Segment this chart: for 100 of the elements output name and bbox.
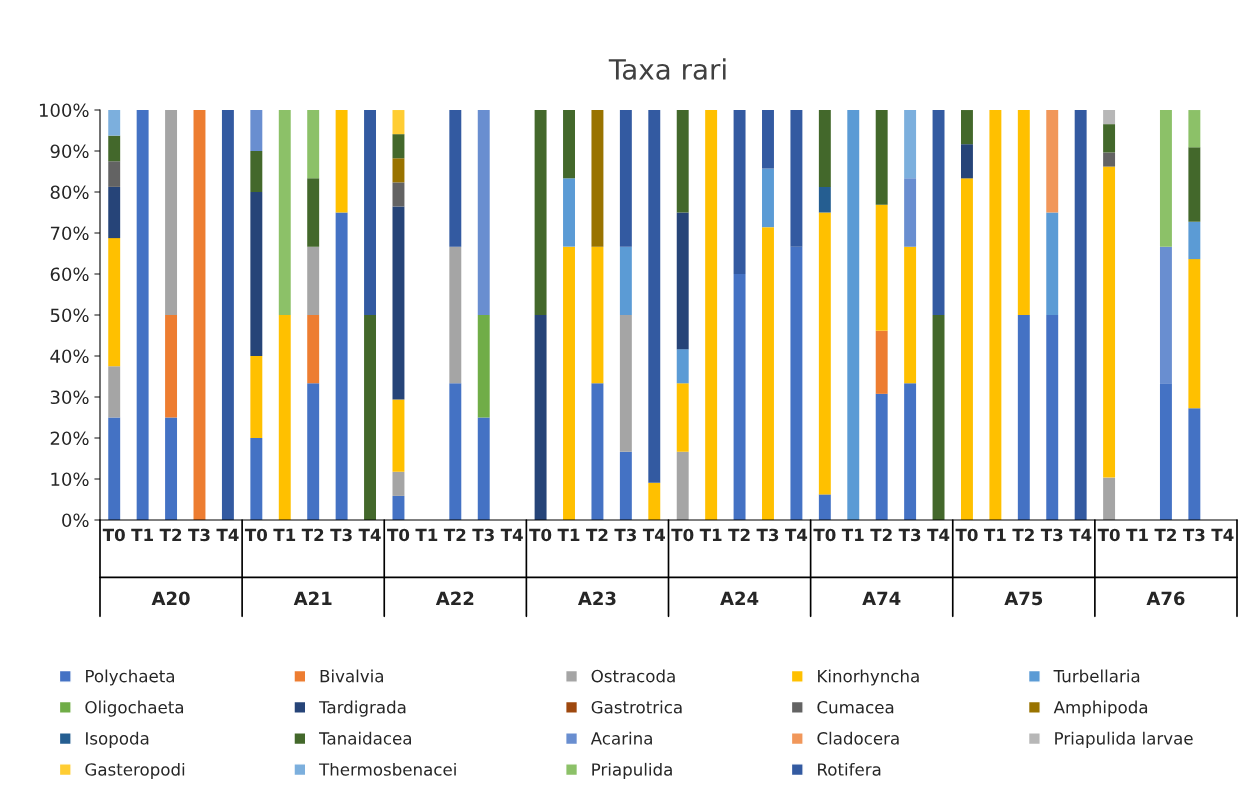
legend-label: Amphipoda (1053, 700, 1148, 717)
bar (563, 178, 575, 247)
bar (1188, 259, 1201, 409)
bar (364, 110, 377, 315)
y-tick-label: 70% (50, 226, 89, 241)
x-tick-label: T3 (188, 528, 210, 542)
x-tick-label: T2 (1154, 528, 1176, 541)
bar (108, 186, 121, 239)
bar (108, 110, 121, 136)
bar (108, 161, 121, 187)
legend-label: Oligochaeta (85, 700, 184, 717)
x-tick-label: T1 (841, 528, 864, 541)
legend-label: Ostracoda (591, 669, 675, 683)
bar (250, 356, 263, 438)
x-tick-label: T1 (1126, 528, 1148, 541)
bar (1159, 383, 1172, 520)
bar (1103, 152, 1116, 167)
bar (250, 192, 263, 356)
bar (221, 110, 234, 520)
y-tick-label: 40% (50, 349, 89, 364)
bar (904, 383, 917, 520)
bar (392, 158, 405, 183)
bar (790, 246, 803, 520)
legend-label: Turbellaria (1053, 669, 1140, 683)
bar (904, 178, 917, 247)
bar (676, 383, 689, 452)
x-tick-label: T2 (870, 528, 892, 541)
bar (392, 399, 405, 472)
bar (1103, 124, 1116, 153)
bar (307, 110, 320, 179)
bar (165, 417, 178, 520)
bar (108, 417, 121, 520)
bar (619, 246, 632, 315)
x-tick-label: T2 (159, 528, 182, 541)
bar (392, 206, 405, 400)
bar (932, 110, 945, 315)
x-tick-label: T4 (1211, 528, 1234, 541)
bar (534, 315, 547, 520)
bar (392, 182, 405, 207)
bar (591, 383, 604, 520)
bar (250, 151, 263, 192)
bar (1103, 166, 1116, 478)
bar (392, 471, 405, 496)
bar (108, 135, 121, 162)
bar (762, 227, 774, 520)
bar (1159, 246, 1172, 384)
bar (705, 110, 718, 520)
text: A76 (1146, 591, 1185, 606)
bar (278, 110, 291, 315)
x-tick-label: T4 (927, 528, 950, 541)
bar (477, 315, 490, 418)
y-tick-label: 20% (50, 431, 89, 446)
x-tick-label: T2 (443, 528, 466, 541)
bar (563, 110, 575, 179)
bar (449, 383, 462, 520)
bar (648, 482, 661, 520)
bar (591, 110, 604, 247)
bar (904, 246, 917, 384)
bar (1159, 110, 1172, 247)
legend-label: Rotifera (818, 762, 881, 776)
bar (875, 110, 888, 205)
legend-label: Polychaeta (86, 669, 174, 686)
legend-label: Gastrotrica (591, 700, 682, 714)
bar (591, 246, 604, 384)
bar (392, 110, 405, 135)
bar (335, 110, 348, 213)
bar (1188, 408, 1201, 520)
y-tick-label: 90% (50, 144, 89, 159)
bar (1103, 110, 1116, 125)
bar (733, 274, 746, 520)
bar (278, 315, 291, 520)
bar (563, 246, 575, 520)
x-tick-label: T0 (813, 528, 836, 542)
x-tick-label: T4 (500, 528, 523, 541)
x-tick-label: T0 (102, 528, 125, 542)
legend-label: Cumacea (817, 700, 894, 714)
x-tick-label: T2 (586, 528, 608, 541)
bar (960, 178, 973, 520)
legend-label: Bivalvia (320, 669, 383, 683)
text: A74 (862, 591, 901, 605)
x-tick-label: T3 (472, 528, 494, 542)
x-tick-label: T3 (898, 528, 921, 542)
bar (193, 110, 206, 520)
bar (534, 110, 547, 315)
y-tick-label: 10% (51, 472, 89, 487)
x-tick-label: T1 (983, 528, 1006, 541)
bar (1188, 147, 1201, 222)
y-tick-label: 0% (62, 513, 89, 528)
bar (762, 110, 774, 169)
bar (676, 451, 689, 520)
bar (875, 330, 888, 394)
bar (165, 110, 178, 315)
bar (1046, 212, 1059, 315)
bar (335, 212, 348, 520)
text: A24 (720, 591, 759, 605)
bar (676, 212, 689, 350)
x-tick-label: T2 (1012, 528, 1034, 541)
legend-label: Cladocera (817, 731, 899, 745)
bar (1103, 477, 1116, 520)
x-tick-label: T1 (131, 528, 153, 541)
